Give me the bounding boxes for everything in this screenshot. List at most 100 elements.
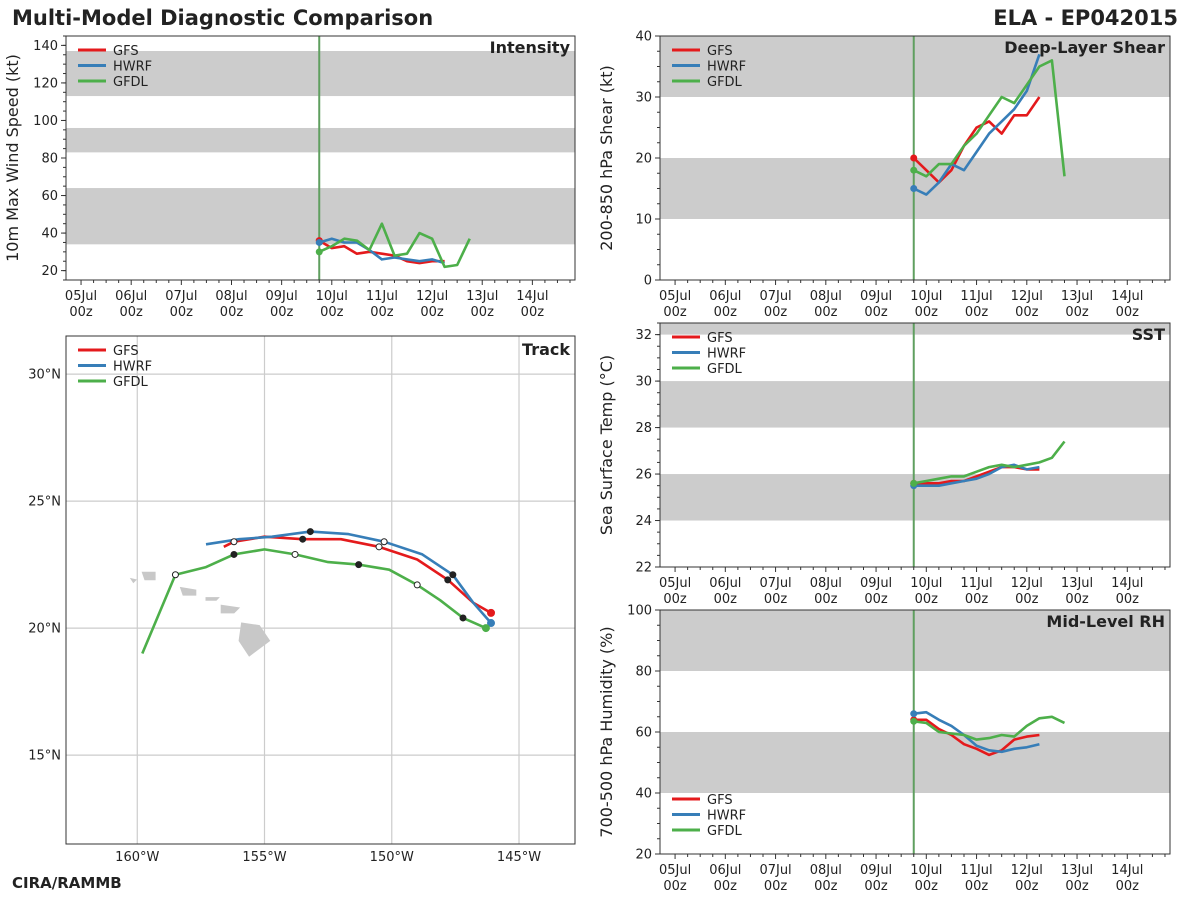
x-tick-label-hour: 00z — [764, 592, 788, 607]
panel-shear: 01020304005Jul00z06Jul00z07Jul00z08Jul00… — [597, 30, 1171, 320]
series-line-gfdl — [913, 715, 1066, 741]
x-tick-label-date: 11Jul — [960, 576, 992, 591]
x-tick-label-date: 07Jul — [759, 576, 791, 591]
island-landmass — [238, 622, 271, 657]
island-landmass — [141, 571, 156, 581]
x-tick-label-date: 14Jul — [1111, 863, 1143, 878]
x-tick-label-hour: 00z — [714, 879, 738, 894]
y-tick-label: 24 — [635, 514, 652, 529]
legend-label-gfs: GFS — [707, 793, 733, 808]
x-tick-label-date: 11Jul — [960, 289, 992, 304]
threshold-band — [66, 51, 575, 97]
y-axis-label: 700-500 hPa Humidity (%) — [597, 626, 616, 837]
series-start-point-gfdl — [910, 166, 918, 174]
x-tick-label-date: 10Jul — [910, 289, 942, 304]
lat-tick-label: 15°N — [28, 749, 61, 764]
plot-frame — [659, 322, 1171, 568]
y-tick-label: 20 — [635, 848, 652, 863]
series-line-gfdl — [913, 59, 1066, 178]
threshold-band — [66, 127, 575, 153]
x-tick-label-date: 08Jul — [810, 863, 842, 878]
island-landmass — [205, 597, 220, 601]
lat-tick-label: 25°N — [28, 495, 61, 510]
storm-id: ELA - EP042015 — [993, 6, 1178, 30]
x-tick-label-hour: 00z — [1015, 305, 1039, 320]
series-start-point-gfs — [910, 154, 918, 162]
x-tick-label-date: 12Jul — [1011, 576, 1043, 591]
x-tick-label-hour: 00z — [714, 592, 738, 607]
panel-title: Deep-Layer Shear — [1004, 38, 1165, 57]
series-start-point-hwrf — [910, 710, 918, 718]
y-tick-label: 30 — [635, 375, 652, 390]
track-line-gfdl — [141, 548, 487, 655]
series-line-gfs — [318, 239, 445, 265]
x-tick-label-date: 10Jul — [316, 289, 348, 304]
y-tick-label: 100 — [627, 604, 652, 619]
panel-rh: 2040608010005Jul00z06Jul00z07Jul00z08Jul… — [597, 604, 1171, 894]
x-tick-label-date: 06Jul — [115, 289, 147, 304]
series-line-gfdl — [913, 440, 1066, 485]
x-tick-label-hour: 00z — [965, 592, 989, 607]
panel-intensity: 2040608010012014005Jul00z06Jul00z07Jul00… — [3, 35, 576, 320]
legend-label-hwrf: HWRF — [113, 60, 152, 75]
island-landmass — [220, 604, 241, 614]
island-landmass — [179, 586, 197, 596]
y-tick-label: 120 — [33, 76, 58, 91]
y-tick-label: 40 — [635, 787, 652, 802]
x-tick-label-hour: 00z — [370, 305, 394, 320]
x-tick-label-hour: 00z — [220, 305, 244, 320]
series-start-point-hwrf — [315, 238, 323, 246]
x-tick-label-hour: 00z — [714, 305, 738, 320]
y-axis-label: 10m Max Wind Speed (kt) — [3, 54, 22, 262]
series-start-point-gfdl — [910, 717, 918, 725]
x-tick-label-hour: 00z — [814, 879, 838, 894]
legend-label-gfs: GFS — [113, 344, 139, 359]
x-tick-label-date: 07Jul — [759, 289, 791, 304]
series-line-hwrf — [913, 710, 1040, 754]
panel-title: Track — [522, 340, 570, 359]
track-day-marker — [459, 614, 467, 622]
x-tick-label-date: 13Jul — [466, 289, 498, 304]
track-day-marker — [375, 543, 383, 551]
lon-tick-label: 145°W — [497, 850, 541, 865]
x-tick-label-date: 10Jul — [910, 863, 942, 878]
x-tick-label-date: 11Jul — [960, 863, 992, 878]
lon-tick-label: 150°W — [370, 850, 414, 865]
x-tick-label-hour: 00z — [69, 305, 93, 320]
x-tick-label-date: 07Jul — [165, 289, 197, 304]
y-tick-label: 80 — [635, 665, 652, 680]
x-tick-label-hour: 00z — [1065, 305, 1089, 320]
y-tick-label: 10 — [635, 213, 652, 228]
x-tick-label-hour: 00z — [663, 592, 687, 607]
panel-sst: 22242628303205Jul00z06Jul00z07Jul00z08Ju… — [597, 322, 1171, 607]
legend-label-gfdl: GFDL — [113, 75, 149, 90]
track-day-marker — [413, 581, 421, 589]
x-tick-label-date: 09Jul — [860, 289, 892, 304]
panel-track: 160°W 155°W 150°W 145°W 15°N 20°N 25°N 30°N Trac… — [28, 335, 576, 865]
y-tick-label: 80 — [41, 152, 58, 167]
x-tick-label-hour: 00z — [663, 305, 687, 320]
track-day-marker — [449, 571, 457, 579]
x-tick-label-date: 08Jul — [810, 576, 842, 591]
x-tick-label-hour: 00z — [1116, 879, 1140, 894]
x-tick-label-date: 13Jul — [1061, 863, 1093, 878]
x-tick-label-hour: 00z — [120, 305, 144, 320]
x-tick-label-date: 14Jul — [1111, 289, 1143, 304]
y-tick-label: 40 — [635, 30, 652, 45]
series-line-hwrf — [913, 53, 1041, 196]
x-tick-label-date: 05Jul — [65, 289, 97, 304]
threshold-band — [660, 36, 1170, 97]
x-tick-label-date: 06Jul — [709, 576, 741, 591]
x-tick-label-hour: 00z — [521, 305, 545, 320]
track-day-marker — [355, 561, 363, 569]
lat-tick-label: 20°N — [28, 622, 61, 637]
track-day-marker — [291, 550, 299, 558]
x-tick-label-hour: 00z — [1065, 592, 1089, 607]
lon-tick-label: 160°W — [115, 850, 159, 865]
x-tick-label-hour: 00z — [864, 305, 888, 320]
y-axis-label: 200-850 hPa Shear (kt) — [597, 65, 616, 251]
x-tick-label-hour: 00z — [420, 305, 444, 320]
panels: 2040608010012014005Jul00z06Jul00z07Jul00… — [3, 30, 1171, 894]
legend-label-gfdl: GFDL — [707, 362, 743, 377]
